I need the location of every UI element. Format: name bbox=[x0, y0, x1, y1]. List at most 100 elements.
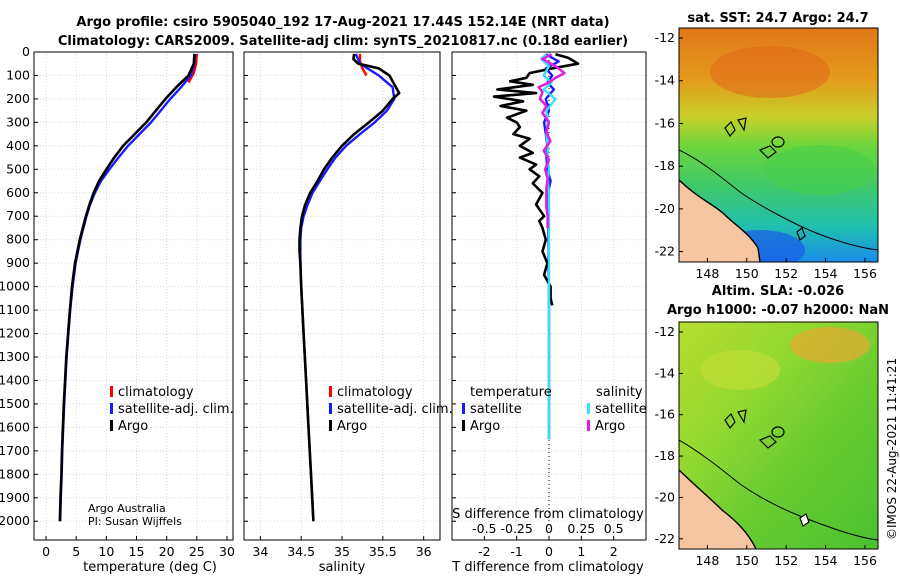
sla-map-frame bbox=[678, 321, 879, 550]
x-tick-label: 30 bbox=[219, 544, 235, 559]
lon-tick-label: 148 bbox=[695, 553, 719, 568]
legend-swatch-argo bbox=[110, 420, 113, 431]
lat-tick-label: -22 bbox=[655, 244, 675, 259]
y-tick-label: 200 bbox=[6, 91, 30, 106]
lat-tick-label: -16 bbox=[655, 407, 675, 422]
y-tick-label: 700 bbox=[6, 208, 30, 223]
sst-green-patch bbox=[765, 145, 875, 195]
x-tick-label: 15 bbox=[129, 544, 145, 559]
sla-land bbox=[679, 470, 756, 549]
y-tick-label: 900 bbox=[6, 255, 30, 270]
lat-tick-label: -20 bbox=[655, 489, 675, 504]
lat-tick-label: -14 bbox=[655, 73, 675, 88]
y-tick-label: 400 bbox=[6, 138, 30, 153]
lon-tick-label: 152 bbox=[774, 266, 798, 281]
lon-tick-label: 150 bbox=[735, 553, 759, 568]
temperature-axes-box bbox=[33, 51, 234, 541]
lat-tick-label: -16 bbox=[655, 115, 675, 130]
difference-panel: -2 -1 0 1 2 -0.5 -0.25 0 0.25 0.5 S difference f… bbox=[451, 51, 647, 575]
temperature-x-axis: 0 5 10 15 20 25 30 bbox=[42, 536, 235, 559]
x-tick-label: 36 bbox=[416, 544, 432, 559]
y-tick-label: 1900 bbox=[0, 490, 30, 505]
sst-warm-patch bbox=[710, 46, 830, 98]
sla-map: Altim. SLA: -0.026 Argo h1000: -0.07 h20… bbox=[655, 284, 889, 568]
y-tick-label: 0 bbox=[22, 44, 30, 59]
lon-tick-label: 150 bbox=[735, 266, 759, 281]
series-line-argo-salinity- bbox=[537, 53, 566, 228]
legend-argo: Argo bbox=[118, 419, 148, 434]
legend-salinity-title: salinity bbox=[596, 385, 643, 400]
legend-climatology: climatology bbox=[118, 385, 194, 400]
x-tick-label: 1 bbox=[577, 544, 585, 559]
lon-tick-label: 156 bbox=[853, 266, 877, 281]
sla-map-title: Altim. SLA: -0.026 bbox=[712, 284, 844, 299]
lon-tick-label: 154 bbox=[814, 266, 838, 281]
sst-land bbox=[679, 180, 760, 262]
lon-tick-label: 154 bbox=[814, 553, 838, 568]
t-difference-x-axis: -2 -1 0 1 2 bbox=[478, 536, 618, 559]
legend-swatch-t-satellite bbox=[462, 403, 465, 414]
salinity-legend: climatology satellite-adj. clim. Argo bbox=[329, 385, 453, 434]
salinity-grid bbox=[244, 51, 440, 540]
s-tick-label: 0 bbox=[545, 521, 553, 536]
x-tick-label: 20 bbox=[159, 544, 175, 559]
legend-s-satellite: satellite bbox=[595, 402, 647, 417]
lat-tick-label: -12 bbox=[655, 324, 675, 339]
y-tick-label: 100 bbox=[6, 67, 30, 82]
s-tick-label: -0.25 bbox=[500, 521, 532, 536]
legend-satellite-adj: satellite-adj. clim. bbox=[118, 402, 234, 417]
x-tick-label: 25 bbox=[189, 544, 205, 559]
lat-tick-label: -18 bbox=[655, 158, 675, 173]
legend-swatch-climatology bbox=[329, 386, 332, 397]
sst-map: sat. SST: 24.7 Argo: 24.7 148 150 152 154 15… bbox=[655, 11, 879, 281]
sst-reefs bbox=[724, 117, 785, 159]
y-tick-label: 1100 bbox=[0, 302, 30, 317]
timestamp-label: ©IMOS 22-Aug-2021 11:41:21 bbox=[885, 358, 899, 540]
lat-tick-label: -12 bbox=[655, 30, 675, 45]
lat-tick-label: -20 bbox=[655, 201, 675, 216]
x-tick-label: 0 bbox=[545, 544, 553, 559]
credit-line2: PI: Susan Wijffels bbox=[88, 515, 182, 528]
credit-line1: Argo Australia bbox=[88, 502, 166, 515]
x-tick-label: 35.5 bbox=[369, 544, 397, 559]
sst-map-frame bbox=[678, 27, 879, 263]
x-tick-label: 34.5 bbox=[287, 544, 315, 559]
legend-swatch-climatology bbox=[110, 386, 113, 397]
series-line-satellite-adj-clim- bbox=[299, 53, 396, 522]
s-tick-label: 0.25 bbox=[567, 521, 595, 536]
salinity-xlabel: salinity bbox=[319, 560, 366, 575]
temperature-xlabel: temperature (deg C) bbox=[83, 560, 217, 575]
lon-tick-label: 156 bbox=[853, 553, 877, 568]
sla-map-axes: 148 150 152 154 156 -12 -14 -16 -18 -20 -22 bbox=[655, 324, 877, 568]
y-tick-label: 1800 bbox=[0, 466, 30, 481]
legend-argo: Argo bbox=[337, 419, 367, 434]
x-tick-label: -2 bbox=[478, 544, 490, 559]
series-line-argo-temperature- bbox=[492, 53, 580, 306]
difference-legend: temperature satellite Argo salinity sate… bbox=[462, 385, 647, 434]
y-tick-label: 1600 bbox=[0, 419, 30, 434]
y-tick-label: 800 bbox=[6, 232, 30, 247]
legend-t-argo: Argo bbox=[470, 419, 500, 434]
lat-tick-label: -14 bbox=[655, 365, 675, 380]
x-tick-label: 34 bbox=[252, 544, 268, 559]
legend-swatch-t-argo bbox=[462, 420, 465, 431]
sst-bathymetry-contour bbox=[679, 149, 878, 251]
s-tick-label: -0.5 bbox=[472, 521, 496, 536]
series-line-climatology bbox=[187, 53, 198, 84]
series-line-argo bbox=[298, 53, 401, 522]
lon-tick-label: 152 bbox=[774, 553, 798, 568]
temperature-panel: 0100200300400500600700800900100011001200… bbox=[0, 44, 235, 575]
y-tick-label: 2000 bbox=[0, 513, 30, 528]
sst-coastline bbox=[679, 179, 761, 262]
lon-tick-label: 148 bbox=[695, 266, 719, 281]
legend-s-argo: Argo bbox=[595, 419, 625, 434]
legend-swatch-satellite-adj bbox=[329, 403, 332, 414]
y-tick-label: 500 bbox=[6, 161, 30, 176]
difference-series bbox=[492, 53, 580, 440]
depth-axis: 0 100 200 300 400 500 600 700 800 900 1000 1100 1200… bbox=[0, 44, 30, 528]
sla-mid-patch bbox=[700, 350, 780, 390]
legend-satellite-adj: satellite-adj. clim. bbox=[337, 402, 453, 417]
y-tick-label: 300 bbox=[6, 114, 30, 129]
lat-tick-label: -18 bbox=[655, 448, 675, 463]
